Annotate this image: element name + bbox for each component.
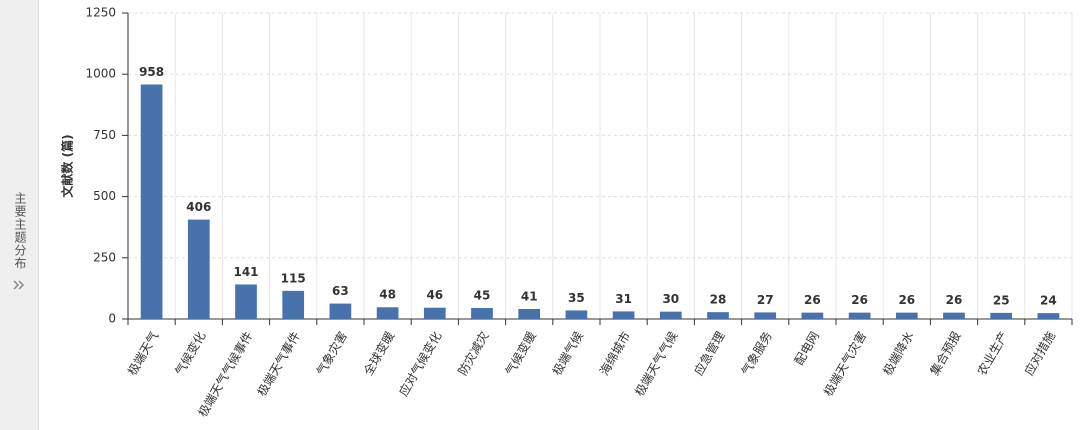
expand-icon[interactable] xyxy=(13,280,25,290)
x-tick-label: 气候变暖 xyxy=(502,329,539,378)
y-tick-label: 500 xyxy=(93,189,116,203)
y-tick-label: 1250 xyxy=(85,6,116,20)
value-label: 41 xyxy=(521,289,538,303)
value-label: 25 xyxy=(993,293,1010,307)
x-tick-label: 极端天气气候 xyxy=(631,329,680,399)
x-tick-label: 海绵城市 xyxy=(596,329,633,378)
value-label: 48 xyxy=(379,288,396,302)
bar xyxy=(235,284,257,319)
bar xyxy=(990,312,1013,319)
bar xyxy=(1037,313,1060,319)
value-label: 958 xyxy=(139,65,164,79)
y-tick-label: 1000 xyxy=(85,67,116,81)
y-tick-label: 250 xyxy=(93,250,116,264)
chart: 文献数 (篇) 0 250 500 750 1000 1250 极端天气 958 气候变化 406… xyxy=(60,6,1073,419)
y-tick-label: 0 xyxy=(108,312,116,326)
x-tick-label: 应对气候变化 xyxy=(395,329,444,399)
bar xyxy=(423,307,446,319)
sidebar-title: 主要主题分布 xyxy=(13,192,27,270)
value-label: 406 xyxy=(186,200,211,214)
x-tick-label: 集合预报 xyxy=(927,329,964,378)
y-tick-label: 750 xyxy=(93,128,116,142)
x-tick-label: 极端天气灾害 xyxy=(820,329,869,399)
x-tick-label: 防灾减灾 xyxy=(455,329,492,378)
value-label: 27 xyxy=(757,293,774,307)
x-tick-label: 配电网 xyxy=(792,329,822,367)
x-tick-label: 应对措施 xyxy=(1021,329,1058,378)
value-label: 141 xyxy=(233,265,258,279)
bar xyxy=(187,219,210,319)
sidebar[interactable]: 主要主题分布 xyxy=(0,0,39,430)
y-axis-label: 文献数 (篇) xyxy=(60,134,75,197)
bar xyxy=(659,311,682,319)
value-label: 35 xyxy=(568,291,585,305)
x-tick-label: 极端气候 xyxy=(549,329,586,378)
x-tick-label: 应急管理 xyxy=(691,329,728,378)
bar xyxy=(329,303,352,319)
value-label: 24 xyxy=(1040,294,1057,308)
bar xyxy=(754,312,777,319)
x-tick-label: 气候变化 xyxy=(171,329,208,378)
value-label: 26 xyxy=(804,293,821,307)
value-label: 26 xyxy=(851,293,868,307)
bar xyxy=(943,312,965,319)
value-label: 45 xyxy=(474,288,491,302)
value-label: 46 xyxy=(426,288,443,302)
x-tick-label: 极端天气事件 xyxy=(254,329,303,399)
x-tick-label: 全球变暖 xyxy=(360,329,397,378)
x-tick-label: 极端天气 xyxy=(124,329,161,378)
x-tick-label: 气象灾害 xyxy=(313,329,350,378)
value-label: 28 xyxy=(710,293,727,307)
value-label: 26 xyxy=(898,293,915,307)
bar xyxy=(565,310,588,319)
bar xyxy=(848,312,871,319)
x-tick-label: 气象服务 xyxy=(738,329,775,378)
x-tick-label: 农业生产 xyxy=(975,329,1011,378)
bar xyxy=(471,307,493,319)
value-label: 115 xyxy=(281,271,306,285)
x-tick-label: 极端降水 xyxy=(880,329,916,378)
value-label: 63 xyxy=(332,284,349,298)
value-label: 30 xyxy=(662,292,679,306)
bar xyxy=(376,307,399,319)
bar xyxy=(895,312,918,319)
bar xyxy=(707,312,729,319)
bar xyxy=(801,312,824,319)
bar xyxy=(140,84,163,319)
value-label: 26 xyxy=(946,293,963,307)
bar xyxy=(612,311,635,319)
bar xyxy=(282,290,305,319)
bar xyxy=(518,308,541,319)
value-label: 31 xyxy=(615,292,632,306)
